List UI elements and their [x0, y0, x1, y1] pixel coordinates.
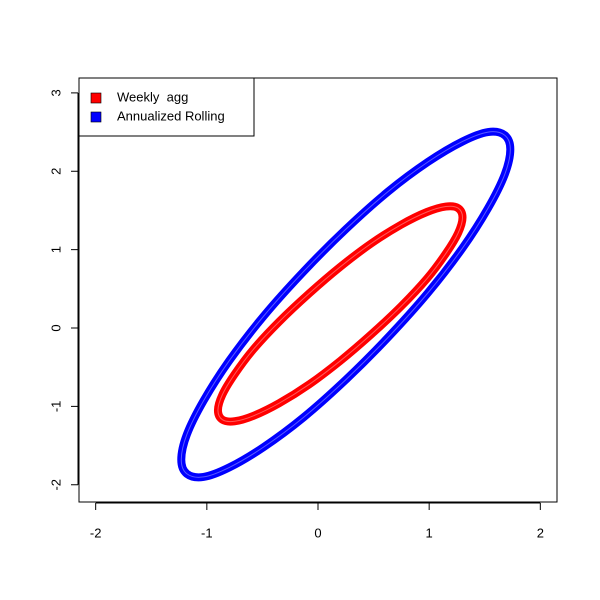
legend-swatch	[90, 111, 102, 123]
x-tick-label: 1	[426, 525, 433, 540]
legend-label: Weekly agg	[117, 89, 188, 104]
ellipse-inner	[180, 131, 511, 478]
legend-label: Annualized Rolling	[117, 108, 225, 123]
x-tick-label: 0	[314, 525, 321, 540]
y-tick-label: 1	[48, 246, 63, 253]
ellipse-inner	[217, 205, 464, 423]
legend: Weekly agg Annualized Rolling	[78, 77, 255, 137]
plot-frame	[78, 77, 558, 503]
y-tick-label: -1	[48, 401, 63, 413]
x-tick-label: 2	[537, 525, 544, 540]
ellipse-points	[213, 202, 467, 426]
legend-box	[78, 77, 255, 137]
y-tick-label: 2	[48, 168, 63, 175]
legend-swatch	[90, 92, 102, 104]
ellipse-points	[177, 127, 515, 482]
y-tick-label: 3	[48, 89, 63, 96]
x-tick-label: -1	[201, 525, 213, 540]
y-tick-label: 0	[48, 324, 63, 331]
x-tick-label: -2	[90, 525, 102, 540]
y-tick-label: -2	[48, 479, 63, 491]
